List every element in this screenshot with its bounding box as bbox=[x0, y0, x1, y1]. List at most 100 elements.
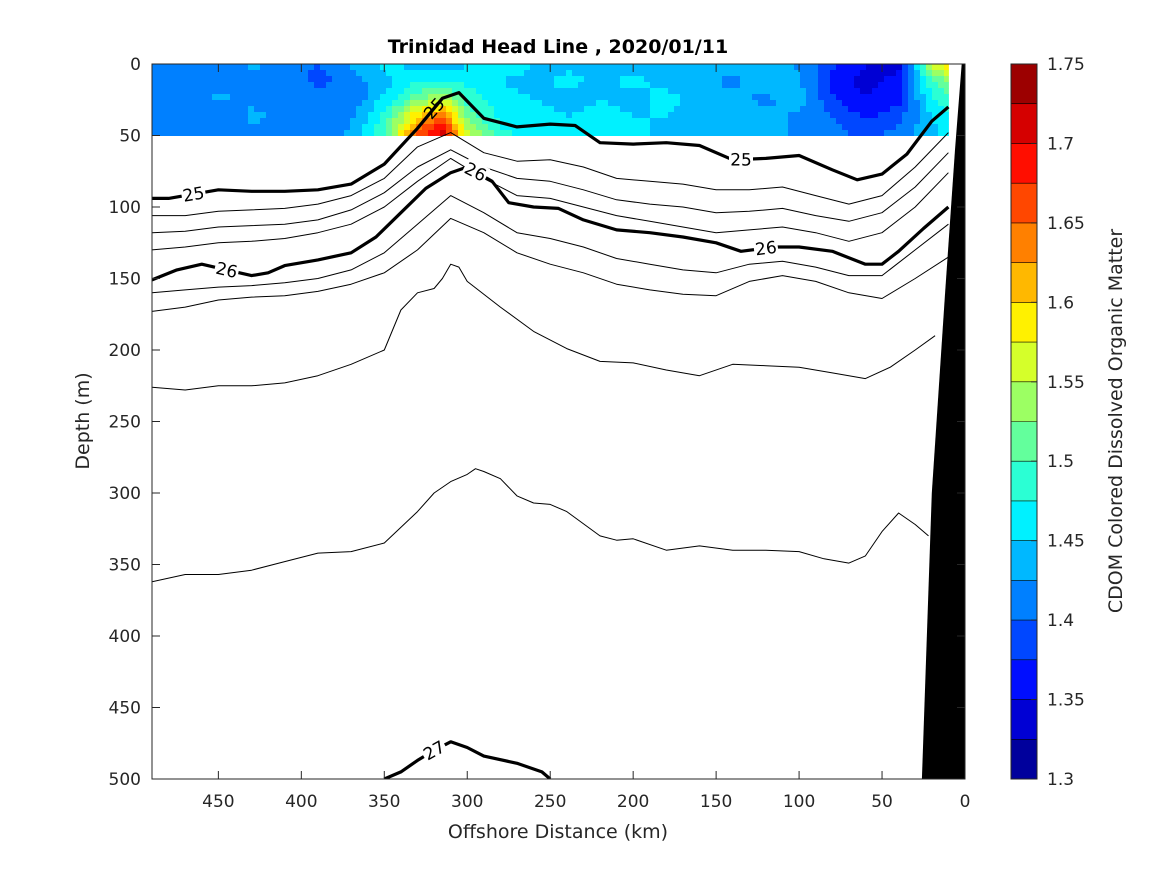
heatmap-cell bbox=[842, 70, 849, 77]
heatmap-cell bbox=[518, 88, 525, 95]
heatmap-cell bbox=[260, 118, 267, 125]
heatmap-cell bbox=[482, 64, 489, 71]
heatmap-cell bbox=[212, 112, 219, 119]
heatmap-cell bbox=[260, 106, 267, 113]
heatmap-cell bbox=[896, 88, 903, 95]
heatmap-cell bbox=[920, 106, 927, 113]
contour-label: 26 bbox=[752, 237, 779, 260]
heatmap-cell bbox=[266, 82, 273, 89]
heatmap-cell bbox=[848, 82, 855, 89]
heatmap-cell bbox=[608, 82, 615, 89]
heatmap-cell bbox=[830, 94, 837, 101]
heatmap-cell bbox=[374, 76, 381, 83]
heatmap-cell bbox=[464, 130, 471, 136]
heatmap-cell bbox=[830, 64, 837, 71]
heatmap-cell bbox=[734, 88, 741, 95]
heatmap-cell bbox=[764, 76, 771, 83]
heatmap-cell bbox=[284, 88, 291, 95]
heatmap-cell bbox=[560, 64, 567, 71]
heatmap-cell bbox=[308, 118, 315, 125]
heatmap-cell bbox=[938, 76, 945, 83]
heatmap-cell bbox=[902, 70, 909, 77]
heatmap-cell bbox=[206, 76, 213, 83]
heatmap-cell bbox=[758, 118, 765, 125]
heatmap-cell bbox=[164, 112, 171, 119]
heatmap-cell bbox=[638, 94, 645, 101]
heatmap-cell bbox=[572, 130, 579, 136]
heatmap-cell bbox=[392, 130, 399, 136]
heatmap-cell bbox=[182, 118, 189, 125]
heatmap-cell bbox=[404, 76, 411, 83]
heatmap-cell bbox=[848, 70, 855, 77]
heatmap-cell bbox=[512, 70, 519, 77]
heatmap-cell bbox=[716, 100, 723, 107]
heatmap-cell bbox=[542, 118, 549, 125]
heatmap-cell bbox=[710, 76, 717, 83]
heatmap-cell bbox=[296, 94, 303, 101]
heatmap-cell bbox=[596, 106, 603, 113]
heatmap-cell bbox=[788, 130, 795, 136]
heatmap-cell bbox=[344, 118, 351, 125]
heatmap-cell bbox=[812, 112, 819, 119]
heatmap-cell bbox=[338, 112, 345, 119]
heatmap-cell bbox=[590, 124, 597, 131]
heatmap-cell bbox=[944, 70, 949, 77]
heatmap-cell bbox=[650, 94, 657, 101]
heatmap-cell bbox=[242, 88, 249, 95]
heatmap-cell bbox=[782, 130, 789, 136]
heatmap-cell bbox=[488, 70, 495, 77]
heatmap-cell bbox=[836, 130, 843, 136]
heatmap-cell bbox=[926, 64, 933, 71]
heatmap-cell bbox=[206, 124, 213, 131]
heatmap-cell bbox=[860, 130, 867, 136]
heatmap-cell bbox=[452, 100, 459, 107]
heatmap-cell bbox=[896, 112, 903, 119]
heatmap-cell bbox=[386, 106, 393, 113]
heatmap-cell bbox=[170, 88, 177, 95]
heatmap-cell bbox=[296, 70, 303, 77]
heatmap-cell bbox=[692, 106, 699, 113]
heatmap-cell bbox=[764, 70, 771, 77]
heatmap-cell bbox=[674, 118, 681, 125]
heatmap-cell bbox=[620, 82, 627, 89]
heatmap-cell bbox=[362, 112, 369, 119]
heatmap-cell bbox=[338, 82, 345, 89]
heatmap-cell bbox=[914, 130, 921, 136]
heatmap-cell bbox=[404, 82, 411, 89]
heatmap-cell bbox=[692, 112, 699, 119]
heatmap-cell bbox=[944, 82, 949, 89]
x-tick-label: 50 bbox=[871, 792, 893, 812]
heatmap-cell bbox=[842, 88, 849, 95]
heatmap-cell bbox=[596, 76, 603, 83]
heatmap-cell bbox=[536, 100, 543, 107]
heatmap-cell bbox=[380, 94, 387, 101]
heatmap-cell bbox=[470, 112, 477, 119]
heatmap-cell bbox=[332, 100, 339, 107]
heatmap-cell bbox=[674, 106, 681, 113]
heatmap-cell bbox=[776, 88, 783, 95]
heatmap-cell bbox=[554, 76, 561, 83]
heatmap-cell bbox=[176, 94, 183, 101]
heatmap-cell bbox=[362, 76, 369, 83]
heatmap-cell bbox=[482, 100, 489, 107]
heatmap-cell bbox=[488, 124, 495, 131]
heatmap-cell bbox=[668, 130, 675, 136]
heatmap-cell bbox=[182, 70, 189, 77]
heatmap-cell bbox=[200, 94, 207, 101]
heatmap-cell bbox=[728, 124, 735, 131]
heatmap-cell bbox=[482, 88, 489, 95]
heatmap-cell bbox=[482, 76, 489, 83]
heatmap-cell bbox=[428, 112, 435, 119]
heatmap-cell bbox=[320, 100, 327, 107]
shelf-mask bbox=[921, 64, 965, 779]
heatmap-cell bbox=[872, 112, 879, 119]
density-contours bbox=[152, 91, 950, 779]
heatmap-cell bbox=[338, 124, 345, 131]
heatmap-cell bbox=[416, 112, 423, 119]
heatmap-cell bbox=[386, 100, 393, 107]
heatmap-cell bbox=[680, 88, 687, 95]
heatmap-cell bbox=[164, 100, 171, 107]
heatmap-cell bbox=[212, 88, 219, 95]
heatmap-cell bbox=[176, 118, 183, 125]
heatmap-cell bbox=[272, 64, 279, 71]
